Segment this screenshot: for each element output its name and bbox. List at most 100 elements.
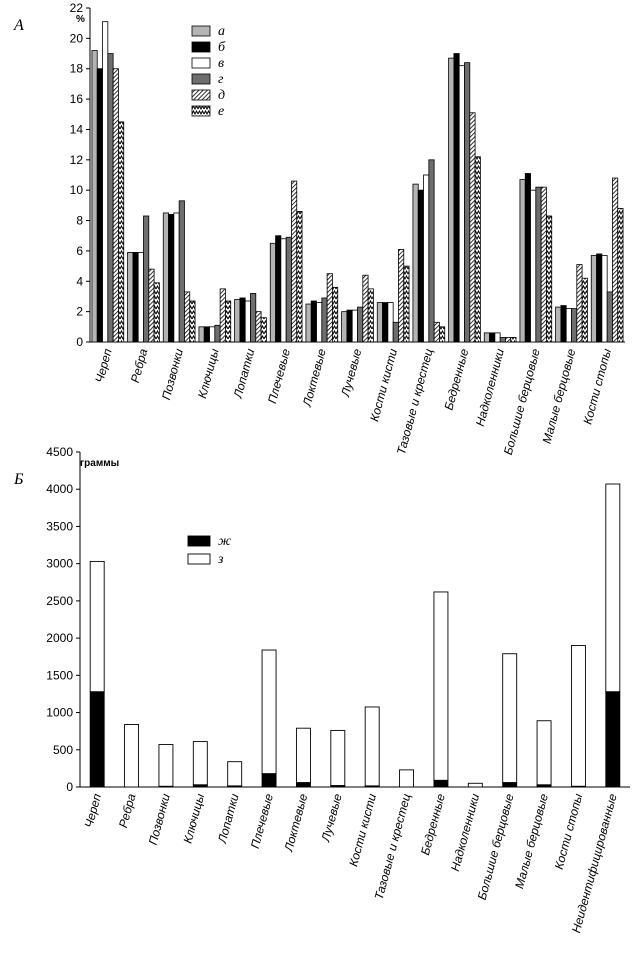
panel-b-unit-label: граммы (80, 458, 119, 469)
bar-а (376, 302, 383, 343)
bar-б (453, 53, 460, 343)
bar-г (392, 321, 399, 343)
y-tick-label: 0 (66, 780, 73, 794)
bar-д (148, 268, 155, 343)
bar-в (458, 65, 465, 343)
bar-е (510, 337, 517, 343)
panel-b-bars (89, 483, 621, 788)
category-label: Бедренные (418, 792, 448, 857)
y-tick-label: 2000 (46, 631, 73, 645)
legend-swatch (191, 25, 211, 37)
category-label: Лопатки (215, 792, 242, 846)
bar-г (357, 306, 364, 343)
category-label: Позвонки (159, 347, 186, 402)
bar-б (596, 253, 603, 343)
y-tick-label: 2500 (46, 594, 73, 608)
bar-з (192, 741, 208, 786)
bar-д (505, 337, 512, 343)
bar-г (214, 324, 221, 343)
bar-б (310, 300, 317, 343)
legend-label: з (217, 552, 224, 567)
category-label: Тазовые и крестец (394, 347, 436, 456)
bar-д (540, 186, 547, 343)
bar-з (261, 649, 277, 775)
bar-е (153, 282, 160, 343)
panel-a-label: А (13, 17, 24, 34)
bar-б (560, 305, 567, 343)
legend-swatch (187, 553, 211, 565)
bar-б (524, 173, 531, 343)
category-label: Позвонки (146, 792, 173, 847)
y-tick-label: 2 (76, 305, 83, 319)
y-tick-label: 4 (76, 274, 83, 288)
category-label: Большие берцовые (501, 347, 543, 457)
bar-ж (89, 691, 105, 788)
category-label: Лучевые (338, 347, 365, 399)
bar-а (341, 311, 348, 343)
bar-б (203, 326, 210, 343)
panel-a: А % 0 2 4 6 8 10 12 14 16 18 20 22 Череп Ребра Позвон… (13, 1, 625, 456)
panel-a-axes: 0 2 4 6 8 10 12 14 16 18 20 22 (70, 1, 625, 349)
panel-b-legend: жз (187, 534, 231, 567)
category-label: Локтевые (281, 792, 310, 854)
bar-д (184, 291, 191, 343)
bar-з (502, 653, 518, 783)
category-label: Плечевые (248, 792, 276, 850)
bar-з (89, 560, 105, 693)
bar-е (189, 300, 196, 343)
legend-swatch (191, 73, 211, 85)
bar-е (225, 300, 232, 343)
legend-swatch (187, 535, 211, 547)
bar-е (474, 156, 481, 343)
bar-д (576, 264, 583, 343)
y-tick-label: 10 (70, 183, 84, 197)
bar-в (530, 189, 537, 343)
bar-з (570, 645, 586, 787)
category-label: Ребра (128, 347, 151, 384)
bar-б (96, 68, 103, 343)
legend-swatch (191, 89, 211, 101)
bar-г (107, 53, 114, 343)
bar-а (162, 212, 169, 343)
legend-swatch (191, 57, 211, 69)
bar-г (285, 236, 292, 343)
bar-д (398, 248, 405, 343)
bar-в (280, 238, 287, 343)
bar-д (255, 311, 262, 343)
bar-б (417, 189, 424, 343)
bar-а (305, 303, 312, 343)
y-tick-label: 4000 (46, 482, 73, 496)
panel-a-category-labels: Череп Ребра Позвонки Ключицы Лопатки Плечевые… (92, 347, 614, 457)
bar-в (494, 332, 501, 343)
category-label: Ключицы (181, 792, 208, 845)
category-label: Череп (82, 792, 105, 830)
bar-б (132, 252, 139, 343)
bar-е (403, 265, 410, 343)
bar-в (316, 302, 323, 343)
bar-в (244, 300, 251, 343)
category-label: Ключицы (195, 347, 222, 400)
legend-label: д (218, 88, 225, 103)
category-label: Лучевые (318, 792, 345, 844)
bar-г (499, 337, 506, 343)
bar-з (158, 744, 174, 787)
bar-г (606, 291, 613, 343)
panel-b-category-labels: Череп Ребра Позвонки Ключицы Лопатки Плечевые… (82, 792, 620, 935)
bar-а (555, 306, 562, 343)
bar-з (605, 483, 621, 693)
panel-a-unit-label: % (76, 14, 85, 25)
bar-а (198, 326, 205, 343)
y-tick-label: 1000 (46, 706, 73, 720)
bar-е (296, 211, 303, 343)
bar-ж (502, 782, 518, 788)
panel-b: Б граммы 0 500 1000 1500 2000 2500 3000 3500 400… (13, 445, 630, 934)
category-label: Кости стопы (552, 792, 586, 871)
y-tick-label: 8 (76, 214, 83, 228)
bar-з (295, 727, 311, 783)
category-label: Тазовые и крестец (372, 792, 414, 901)
category-label: Плечевые (265, 347, 293, 405)
bar-а (590, 255, 597, 343)
bar-в (387, 302, 394, 343)
legend-label: б (218, 40, 226, 55)
y-tick-label: 4500 (46, 445, 73, 459)
